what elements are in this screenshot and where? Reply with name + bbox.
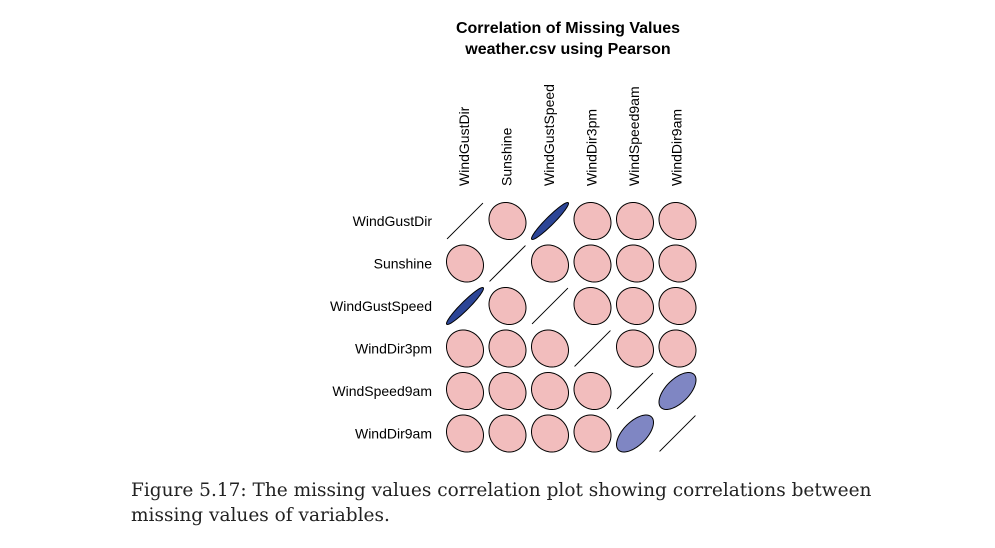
corr-cell-windgustdir-winddir3pm	[573, 202, 612, 240]
column-label-winddir3pm: WindDir3pm	[584, 109, 600, 186]
corr-cell-winddir3pm-windgustdir	[446, 329, 484, 368]
corr-cell-windgustspeed-winddir3pm	[573, 287, 612, 325]
corr-cell-windspeed9am-windgustdir	[446, 372, 484, 410]
diagonal-mark-sunshine	[489, 245, 526, 282]
column-label-sunshine: Sunshine	[499, 127, 515, 186]
row-label-winddir3pm: WindDir3pm	[355, 341, 432, 357]
corr-cell-sunshine-windgustdir	[446, 244, 484, 283]
corr-cell-windgustdir-windspeed9am	[616, 202, 654, 240]
corr-cell-windspeed9am-winddir3pm	[573, 372, 612, 410]
corr-cell-windspeed9am-windgustspeed	[531, 372, 569, 410]
diagonal-mark-windspeed9am	[616, 372, 654, 410]
corr-cell-windgustspeed-winddir9am	[658, 287, 697, 325]
corr-cell-winddir3pm-windgustspeed	[531, 329, 569, 368]
corr-cell-winddir9am-winddir3pm	[573, 414, 612, 453]
correlation-figure: Correlation of Missing Values weather.cs…	[330, 20, 697, 453]
corr-cell-winddir9am-windgustspeed	[531, 414, 569, 453]
corr-cell-sunshine-winddir3pm	[573, 244, 612, 283]
column-label-windgustspeed: WindGustSpeed	[541, 84, 557, 186]
diagonal-mark-winddir9am	[659, 415, 696, 452]
corr-cell-windgustspeed-windgustdir	[445, 286, 485, 326]
corr-cell-windgustdir-sunshine	[488, 202, 527, 240]
corr-cell-winddir9am-sunshine	[488, 414, 527, 453]
corr-cell-windgustspeed-sunshine	[488, 287, 527, 325]
correlation-plot: WindGustDir WindGustDir Sunshine Sunshine Wi…	[330, 84, 697, 453]
corr-cell-winddir3pm-windspeed9am	[616, 329, 654, 368]
corr-cell-winddir9am-windspeed9am	[616, 414, 654, 453]
diagonal-mark-windgustdir	[446, 202, 484, 240]
diagonal-mark-winddir3pm	[574, 330, 611, 367]
chart-title: Correlation of Missing Values	[455, 20, 681, 37]
corr-cell-windgustdir-winddir9am	[658, 202, 697, 240]
row-label-windspeed9am: WindSpeed9am	[332, 383, 432, 399]
row-label-windgustdir: WindGustDir	[353, 213, 433, 229]
figure-caption: Figure 5.17: The missing values correlat…	[131, 480, 872, 526]
chart-subtitle: weather.csv using Pearson	[465, 41, 671, 58]
column-label-winddir9am: WindDir9am	[669, 109, 685, 186]
corr-cell-windspeed9am-winddir9am	[658, 372, 697, 410]
corr-cell-windspeed9am-sunshine	[488, 372, 527, 410]
diagonal-mark-windgustspeed	[531, 287, 569, 325]
corr-cell-windgustdir-windgustspeed	[530, 201, 570, 241]
row-label-windgustspeed: WindGustSpeed	[330, 298, 432, 314]
corr-cell-windgustspeed-windspeed9am	[616, 287, 654, 325]
corr-cell-sunshine-winddir9am	[658, 244, 697, 283]
column-label-windspeed9am: WindSpeed9am	[626, 86, 642, 186]
row-label-winddir9am: WindDir9am	[355, 426, 432, 442]
corr-cell-winddir3pm-sunshine	[488, 329, 527, 368]
row-label-sunshine: Sunshine	[374, 256, 433, 272]
corr-cell-sunshine-windgustspeed	[531, 244, 569, 283]
corr-cell-winddir3pm-winddir9am	[658, 329, 697, 368]
column-label-windgustdir: WindGustDir	[456, 106, 472, 186]
corr-cell-winddir9am-windgustdir	[446, 414, 484, 453]
corr-cell-sunshine-windspeed9am	[616, 244, 654, 283]
